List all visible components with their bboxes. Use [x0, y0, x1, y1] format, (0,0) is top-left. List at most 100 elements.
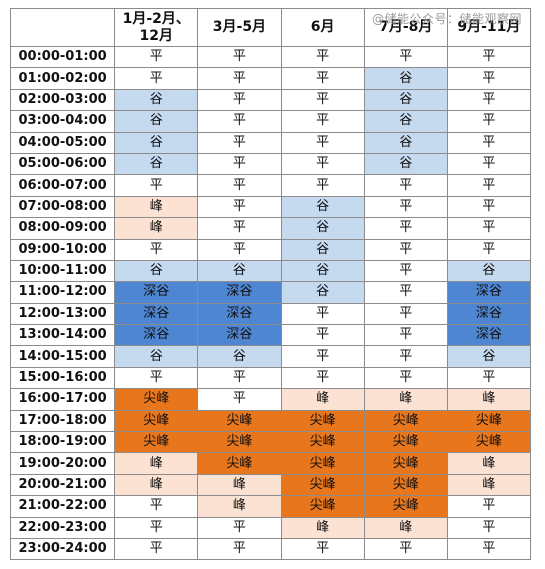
tariff-cell: 平 — [363, 195, 448, 219]
time-slot-label: 07:00-08:00 — [9, 195, 116, 219]
tariff-cell: 平 — [197, 537, 282, 561]
tariff-cell: 平 — [114, 67, 199, 90]
time-slot-label: 06:00-07:00 — [9, 174, 116, 197]
tariff-cell: 平 — [446, 217, 532, 240]
tariff-cell: 平 — [197, 110, 282, 133]
tariff-cell: 平 — [197, 366, 282, 390]
tariff-cell: 尖峰 — [197, 409, 282, 433]
tariff-cell: 深谷 — [197, 324, 282, 347]
time-slot-label: 03:00-04:00 — [9, 110, 116, 133]
time-slot-label: 18:00-19:00 — [9, 431, 116, 454]
tariff-cell: 谷 — [197, 345, 282, 368]
table-row: 23:00-24:00 平平平平平 — [9, 537, 532, 561]
time-of-use-table: 1月-2月、12月 3月-5月 6月 7月-8月 9月-11月 00:00-01… — [9, 8, 532, 561]
table-row: 03:00-04:00 谷平平谷平 — [9, 110, 532, 133]
table-row: 12:00-13:00 深谷 深谷平平深谷 — [9, 302, 532, 326]
tariff-cell: 平 — [280, 174, 365, 197]
tariff-cell: 谷 — [280, 238, 365, 261]
table-row: 00:00-01:00 平平平平平 — [9, 45, 532, 69]
table-row: 09:00-10:00 平平谷平平 — [9, 238, 532, 261]
tariff-cell: 平 — [197, 217, 282, 240]
tariff-cell: 深谷 — [197, 302, 282, 326]
tariff-cell: 谷 — [446, 345, 532, 368]
tariff-cell: 平 — [363, 45, 448, 69]
time-slot-label: 08:00-09:00 — [9, 217, 116, 240]
tariff-cell: 平 — [446, 131, 532, 154]
tariff-cell: 平 — [363, 324, 448, 347]
tariff-cell: 平 — [446, 45, 532, 69]
header-jun: 6月 — [280, 8, 365, 47]
tariff-cell: 尖峰 — [363, 452, 448, 475]
table-row: 04:00-05:00 谷平平谷平 — [9, 131, 532, 154]
time-slot-label: 00:00-01:00 — [9, 45, 116, 69]
tariff-cell: 平 — [114, 516, 199, 539]
table-row: 20:00-21:00 峰峰尖峰 尖峰峰 — [9, 473, 532, 497]
table-row: 05:00-06:00 谷平平谷平 — [9, 152, 532, 176]
tariff-cell: 平 — [114, 238, 199, 261]
tariff-cell: 平 — [197, 388, 282, 411]
tariff-cell: 平 — [446, 110, 532, 133]
tariff-cell: 平 — [280, 366, 365, 390]
tariff-cell: 谷 — [114, 345, 199, 368]
tariff-cell: 峰 — [197, 473, 282, 497]
tariff-cell: 平 — [446, 516, 532, 539]
tariff-cell: 尖峰 — [280, 495, 365, 518]
table-row: 21:00-22:00 平峰尖峰 尖峰平 — [9, 495, 532, 518]
time-slot-label: 21:00-22:00 — [9, 495, 116, 518]
tariff-cell: 平 — [446, 174, 532, 197]
tariff-cell: 尖峰 — [446, 431, 532, 454]
tariff-cell: 平 — [197, 45, 282, 69]
tariff-cell: 谷 — [280, 281, 365, 304]
header-jan-feb-dec: 1月-2月、12月 — [114, 8, 199, 47]
tariff-cell: 平 — [280, 67, 365, 90]
tariff-cell: 尖峰 — [363, 431, 448, 454]
tariff-cell: 平 — [197, 238, 282, 261]
tariff-cell: 谷 — [280, 259, 365, 283]
time-slot-label: 04:00-05:00 — [9, 131, 116, 154]
tariff-cell: 平 — [197, 152, 282, 176]
tariff-cell: 深谷 — [114, 281, 199, 304]
tariff-cell: 平 — [363, 217, 448, 240]
tariff-cell: 平 — [280, 324, 365, 347]
time-slot-label: 20:00-21:00 — [9, 473, 116, 497]
tariff-cell: 深谷 — [197, 281, 282, 304]
tariff-cell: 平 — [446, 238, 532, 261]
watermark: @储能公众号：储能观察网 — [372, 12, 523, 26]
tariff-cell: 平 — [280, 152, 365, 176]
table-row: 16:00-17:00 尖峰平峰峰峰 — [9, 388, 532, 411]
table-row: 19:00-20:00 峰尖峰 尖峰 尖峰峰 — [9, 452, 532, 475]
tariff-cell: 峰 — [363, 516, 448, 539]
tariff-cell: 平 — [197, 88, 282, 112]
table-row: 07:00-08:00 峰平谷平平 — [9, 195, 532, 219]
tariff-cell: 尖峰 — [446, 409, 532, 433]
tariff-cell: 深谷 — [446, 281, 532, 304]
tariff-cell: 平 — [363, 259, 448, 283]
tariff-cell: 峰 — [446, 452, 532, 475]
tariff-cell: 峰 — [197, 495, 282, 518]
header-corner — [9, 8, 116, 47]
tariff-cell: 平 — [446, 366, 532, 390]
tariff-cell: 平 — [280, 302, 365, 326]
tariff-cell: 尖峰 — [197, 452, 282, 475]
time-slot-label: 23:00-24:00 — [9, 537, 116, 561]
tariff-cell: 平 — [280, 131, 365, 154]
tariff-cell: 平 — [114, 45, 199, 69]
tariff-cell: 谷 — [114, 131, 199, 154]
table-row: 15:00-16:00 平平平平平 — [9, 366, 532, 390]
tariff-cell: 平 — [197, 174, 282, 197]
table-row: 08:00-09:00 峰平谷平平 — [9, 217, 532, 240]
tariff-cell: 谷 — [197, 259, 282, 283]
tariff-cell: 平 — [363, 537, 448, 561]
tariff-cell: 深谷 — [446, 324, 532, 347]
tariff-cell: 谷 — [114, 88, 199, 112]
tariff-cell: 峰 — [363, 388, 448, 411]
tariff-cell: 平 — [446, 195, 532, 219]
table-row: 18:00-19:00 尖峰 尖峰 尖峰 尖峰 尖峰 — [9, 431, 532, 454]
table-row: 14:00-15:00 谷谷平平谷 — [9, 345, 532, 368]
tariff-cell: 平 — [114, 537, 199, 561]
tariff-cell: 平 — [363, 345, 448, 368]
time-slot-label: 12:00-13:00 — [9, 302, 116, 326]
tariff-cell: 深谷 — [446, 302, 532, 326]
tariff-cell: 谷 — [446, 259, 532, 283]
tariff-cell: 尖峰 — [114, 431, 199, 454]
